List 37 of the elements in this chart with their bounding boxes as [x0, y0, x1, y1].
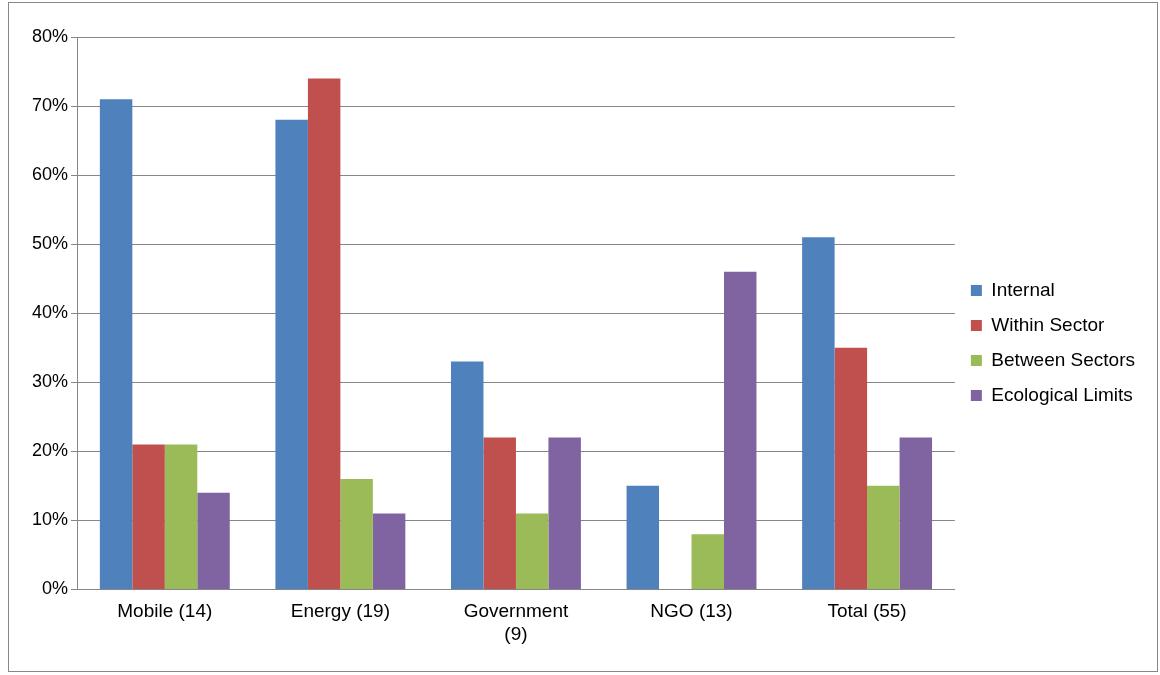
x-tick-label: Mobile (14) — [117, 600, 213, 622]
bar — [724, 271, 757, 589]
bar — [802, 237, 835, 589]
bar — [548, 437, 581, 589]
y-tick-label: 50% — [32, 233, 69, 254]
bar — [626, 485, 660, 589]
y-tick-label: 60% — [32, 164, 69, 185]
y-tick-label: 70% — [32, 95, 69, 116]
bar — [307, 78, 341, 589]
bar — [450, 361, 484, 589]
bar — [340, 478, 373, 589]
bar — [132, 444, 165, 589]
x-tick-label: Total (55) — [827, 600, 907, 622]
bar — [899, 437, 933, 589]
y-tick-label: 40% — [32, 302, 69, 323]
bar — [515, 513, 549, 589]
bar — [372, 513, 406, 589]
y-tick-label: 80% — [32, 25, 69, 46]
bar — [164, 444, 198, 589]
y-tick-label: 30% — [32, 371, 69, 392]
y-tick-label: 20% — [32, 440, 69, 461]
bar — [99, 99, 133, 589]
bar — [867, 485, 900, 589]
bar — [834, 347, 868, 589]
bar — [275, 119, 308, 589]
legend-label: Internal — [991, 278, 1055, 300]
x-tick-label: Government (9) — [463, 600, 569, 644]
x-tick-label: Energy (19) — [290, 600, 391, 622]
legend-label: Between Sectors — [991, 348, 1136, 370]
y-tick-label: 0% — [42, 578, 69, 599]
bar — [691, 534, 724, 589]
y-tick-label: 10% — [32, 509, 69, 530]
bar — [197, 492, 230, 589]
legend-label: Within Sector — [991, 313, 1106, 335]
x-tick-label: NGO (13) — [650, 600, 733, 622]
legend-label: Ecological Limits — [991, 383, 1133, 405]
bar — [483, 437, 516, 589]
